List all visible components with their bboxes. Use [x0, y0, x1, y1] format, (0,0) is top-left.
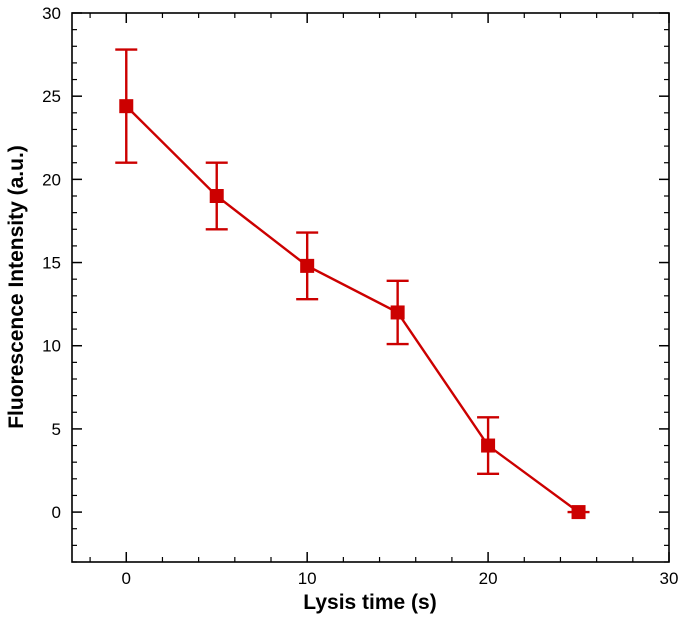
- y-tick-label: 15: [42, 254, 61, 273]
- y-tick-label: 10: [42, 337, 61, 356]
- y-tick-label: 30: [42, 4, 61, 23]
- data-point: [119, 99, 134, 114]
- x-tick-label: 20: [479, 569, 498, 588]
- x-axis-title: Lysis time (s): [303, 591, 436, 614]
- plot-frame: [71, 12, 670, 563]
- y-tick-label: 25: [42, 87, 61, 106]
- data-point: [481, 438, 496, 453]
- x-tick-label: 30: [660, 569, 679, 588]
- series-line: [125, 105, 580, 514]
- data-point: [300, 258, 315, 273]
- axis-tick-labels: 0 10 20 30 0 5 10 15 20 25 30: [42, 4, 678, 588]
- y-tick-label: 20: [42, 170, 61, 189]
- data-point: [571, 505, 586, 520]
- y-tick-label: 5: [52, 420, 61, 439]
- y-axis-title: Fluorescence Intensity (a.u.): [5, 145, 28, 429]
- axis-ticks: [72, 12, 670, 563]
- data-point: [390, 305, 405, 320]
- y-tick-label: 0: [52, 503, 61, 522]
- x-tick-label: 10: [298, 569, 317, 588]
- x-tick-label: 0: [122, 569, 131, 588]
- data-point: [209, 189, 224, 203]
- series-layer: [115, 48, 590, 520]
